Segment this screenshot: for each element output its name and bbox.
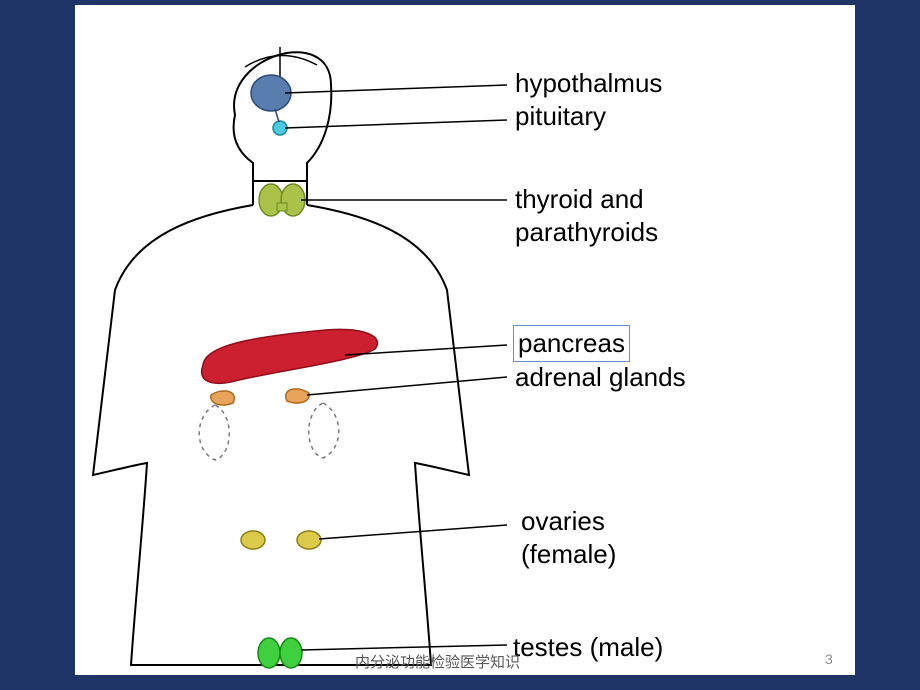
ovary-right	[297, 531, 321, 549]
page-number: 3	[825, 651, 833, 667]
label-hypothalamus: hypothalmus	[515, 67, 662, 100]
adrenal-right	[286, 389, 309, 403]
pancreas-organ	[202, 329, 378, 383]
adrenal-left	[211, 391, 234, 405]
torso-outline	[93, 205, 469, 665]
label-pituitary: pituitary	[515, 100, 606, 133]
label-adrenal: adrenal glands	[515, 361, 686, 394]
label-pancreas: pancreas	[513, 325, 630, 362]
leader-lines	[285, 85, 507, 650]
testis-right	[280, 638, 302, 668]
footer-caption: 内分泌功能检验医学知识	[355, 651, 520, 672]
head-outline	[234, 52, 332, 181]
endocrine-diagram	[75, 5, 855, 675]
pituitary-organ	[273, 121, 287, 135]
kidney-right-dotted	[309, 403, 339, 458]
slide-panel: hypothalmus pituitary thyroid and parath…	[75, 5, 855, 675]
label-testes: testes (male)	[513, 631, 663, 664]
ovary-left	[241, 531, 265, 549]
kidney-left-dotted	[199, 405, 229, 460]
testis-left	[258, 638, 280, 668]
label-ovaries: ovaries (female)	[521, 505, 616, 570]
label-thyroid: thyroid and parathyroids	[515, 183, 658, 248]
thyroid-isthmus	[277, 203, 287, 211]
